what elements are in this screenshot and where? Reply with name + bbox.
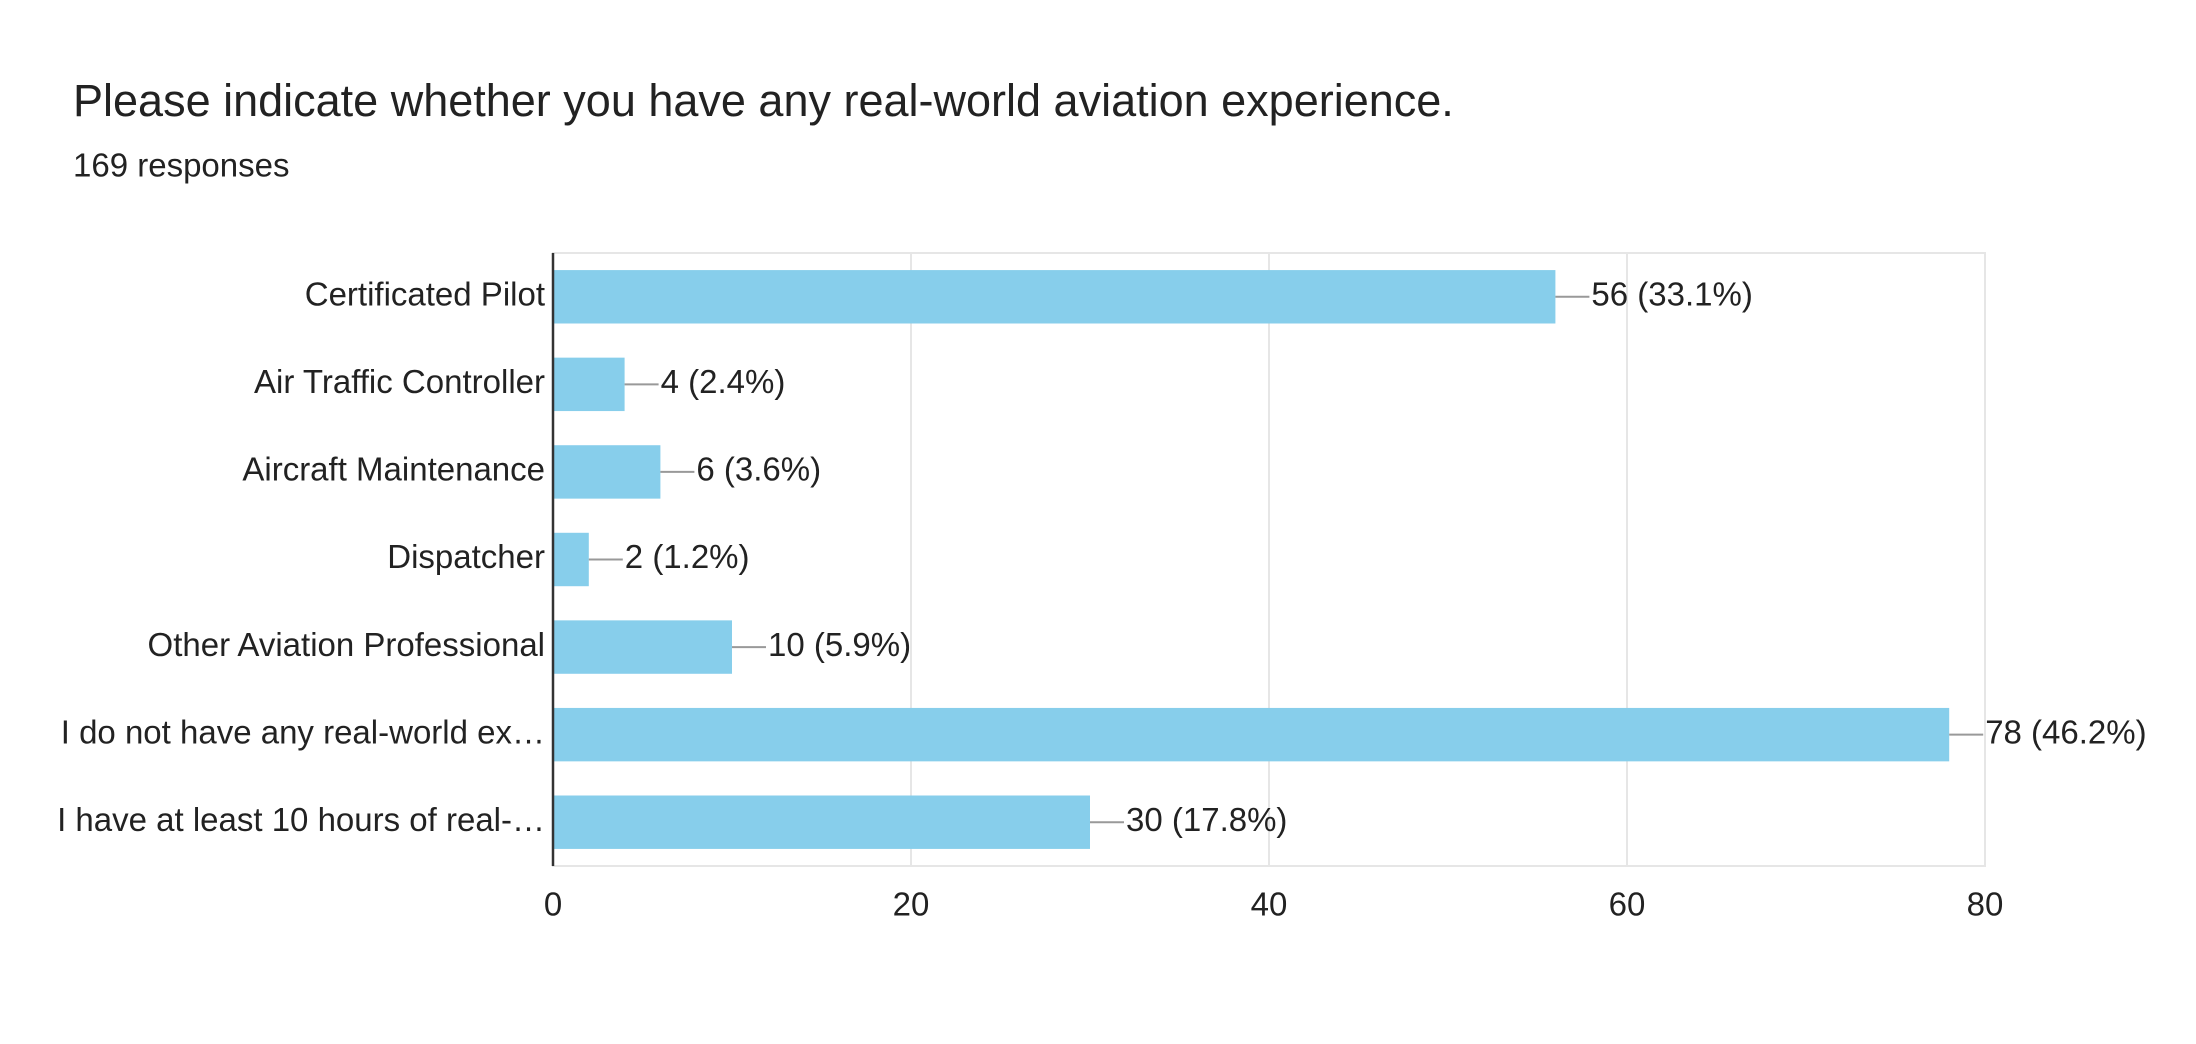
x-tick-label: 60 [1609,886,1646,923]
bar [553,795,1090,849]
value-label: 4 (2.4%) [661,363,786,400]
value-label: 6 (3.6%) [696,451,821,488]
bar [553,357,625,412]
value-label: 30 (17.8%) [1126,801,1287,838]
x-tick-label: 80 [1967,886,2004,923]
bar [553,532,589,587]
x-tick-label: 40 [1251,886,1288,923]
y-tick-label: Air Traffic Controller [254,363,545,400]
bar [553,445,661,499]
bar [553,620,732,674]
y-tick-label: Other Aviation Professional [148,626,545,663]
x-tick-label: 0 [544,886,562,923]
y-tick-label: I do not have any real-world ex… [61,713,545,750]
y-tick-label: Dispatcher [387,538,545,575]
chart-subtitle: 169 responses [73,147,289,184]
x-tick-label: 20 [893,886,930,923]
y-tick-label: Aircraft Maintenance [242,451,545,488]
chart-title: Please indicate whether you have any rea… [73,75,1454,126]
y-tick-label: Certificated Pilot [305,276,545,313]
value-label: 10 (5.9%) [768,626,911,663]
y-tick-label: I have at least 10 hours of real-… [57,801,545,838]
bar [553,707,1950,762]
value-label: 2 (1.2%) [625,538,750,575]
bar [553,270,1556,324]
value-label: 78 (46.2%) [1985,713,2146,750]
value-label: 56 (33.1%) [1591,276,1752,313]
